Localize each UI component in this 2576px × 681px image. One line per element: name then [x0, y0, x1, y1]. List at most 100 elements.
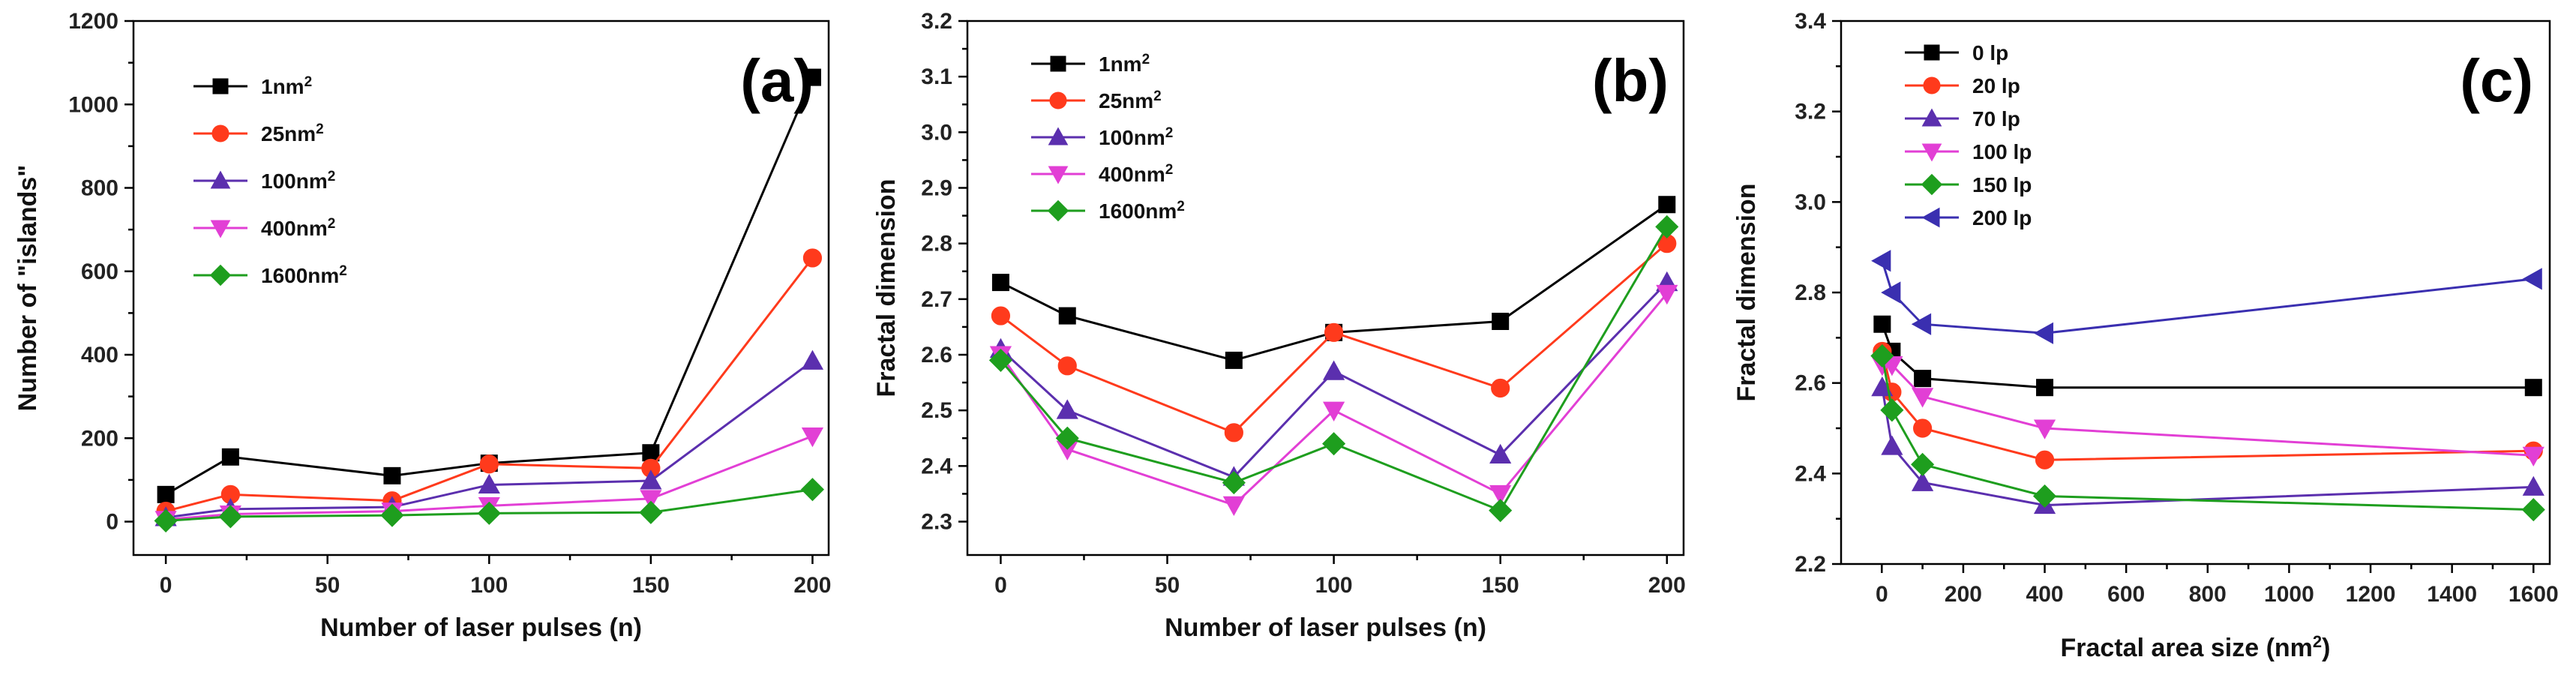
panel-b-legend-marker-0: [1050, 56, 1066, 72]
panel-c-series-4-marker-4: [2521, 498, 2545, 522]
panel-a-y-tick-label: 200: [81, 426, 118, 451]
panel-a-series-0-marker-0: [157, 485, 175, 503]
panel-b-x-tick-label: 200: [1648, 573, 1686, 598]
panel-b-y-tick-label: 2.7: [921, 287, 952, 312]
panel-c-series-1-marker-2: [1913, 418, 1933, 438]
panel-a-series-3-line: [165, 435, 813, 521]
panel-c-x-tick-label: 1200: [2346, 582, 2396, 607]
panel-c-series-3-line: [1882, 364, 2534, 457]
panel-c-series-4-marker-2: [1911, 452, 1935, 476]
panel-b-y-tick-label: 2.8: [921, 232, 952, 256]
panel-b-legend-marker-3: [1048, 166, 1069, 184]
panel-b-series-4: [988, 214, 1679, 523]
panel-c-legend-marker-4: [1921, 173, 1943, 196]
panel-c-series-3-marker-3: [2033, 419, 2056, 440]
panel-a-legend-label-sup-4: 2: [339, 263, 347, 279]
panel-c-series-4: [1870, 344, 2545, 522]
panel-a-legend-label-1: 25nm2: [261, 122, 324, 146]
panel-c-series-5-line: [1881, 260, 2534, 334]
panel-c-series-0-marker-0: [1873, 315, 1891, 333]
panel-c-x-tick-label: 400: [2026, 582, 2064, 607]
panel-c-series-4-marker-0: [1870, 344, 1894, 368]
panel-a-series-4-marker-4: [639, 500, 663, 524]
panel-c-series-2-marker-2: [1912, 471, 1934, 491]
panel-a-legend-label-4: 1600nm2: [261, 263, 347, 288]
panel-c-legend-marker-1: [1923, 76, 1941, 94]
panel-b-series-0: [991, 196, 1676, 369]
panel-a-label: (a): [740, 47, 814, 114]
panel-a-legend-marker-2: [210, 170, 231, 189]
panel-c-y-axis-label: Fractal dimension: [1732, 184, 1761, 402]
panel-a-x-axis-label: Number of laser pulses (n): [320, 614, 642, 642]
panel-c-series-5: [1871, 250, 2542, 344]
panel-c-legend-marker-3: [1921, 143, 1942, 162]
panel-b-y-tick-label: 3.0: [921, 120, 952, 145]
panel-a-series-0-marker-4: [642, 444, 660, 462]
panel-b-legend-label-sup-3: 2: [1165, 162, 1174, 178]
panel-c-legend-marker-2: [1921, 108, 1942, 127]
panel-c-series-4-line: [1881, 356, 2534, 512]
panel-c-plot-frame: [1840, 20, 2551, 566]
panel-b-legend-label-0: 1nm2: [1099, 52, 1150, 76]
panel-a-x-tick-label: 100: [470, 573, 508, 598]
panel-a-legend-marker-3: [210, 220, 231, 238]
panel-c-legend-label-0: 0 lp: [1972, 41, 2008, 64]
panel-b-series-0-marker-1: [1058, 307, 1076, 325]
panel-a-series-1-marker-3: [479, 454, 499, 474]
panel-a-legend-label-0: 1nm2: [261, 74, 312, 99]
panel-c-x-tick-label: 0: [1876, 582, 1888, 607]
panel-b-y-tick-label: 2.9: [921, 176, 952, 201]
panel-a-series-0-line: [165, 76, 814, 496]
panel-b-series-2-line: [1000, 281, 1668, 478]
panel-b-y-axis-label: Fractal dimension: [872, 179, 901, 398]
panel-b-legend-label-sup-0: 2: [1142, 52, 1150, 68]
panel-c-x-tick-label: 800: [2189, 582, 2227, 607]
panel-b-series-3-marker-5: [1656, 284, 1678, 305]
panel-a-series-3-marker-4: [640, 490, 662, 510]
panel-c-label: (c): [2460, 47, 2533, 114]
panel-b: 0 50 100 150 200 2.3 2.4 2.5 2.6 2.7 2.8 2.9 3.0 3.1 3…: [872, 9, 1686, 642]
panel-c-x-axis-label-sup: 2: [2313, 632, 2322, 651]
panel-c-legend-marker-0: [1924, 44, 1940, 61]
panel-b-series-4-marker-2: [1222, 471, 1246, 495]
panel-b-series-1-line: [1000, 242, 1668, 434]
panel-b-legend-label-4: 1600nm2: [1099, 199, 1185, 224]
panel-c-legend-marker-5: [1921, 207, 1940, 228]
panel-c-series-4-marker-3: [2032, 484, 2057, 508]
panel-a-series-4-marker-5: [800, 478, 824, 502]
panel-b-series-0-marker-2: [1225, 351, 1243, 369]
panel-c-y-tick-label: 3.4: [1795, 9, 1826, 34]
panel-b-series-4-marker-0: [988, 348, 1012, 372]
panel-a-series-0-marker-1: [221, 448, 239, 466]
panel-b-series-1-marker-2: [1224, 423, 1243, 442]
panel-a-x-tick-label: 50: [315, 573, 340, 598]
panel-b-y-tick-label: 2.3: [921, 510, 952, 535]
panel-c-x-axis-label-close: ): [2322, 634, 2330, 662]
panel-b-series-2-marker-4: [1489, 443, 1512, 464]
panel-c: 0 200 400 600 800 1000 1200 1400 1600 2.2 2.4 2.6 2.…: [1732, 9, 2559, 662]
panel-a-series-0-marker-2: [383, 466, 401, 484]
panel-a-series-4: [154, 478, 824, 532]
panel-a-y-tick-label: 600: [81, 260, 118, 284]
panel-b-series-2-marker-3: [1323, 360, 1345, 380]
panel-a-y-tick-label: 800: [81, 176, 118, 201]
panel-b-legend-label-3: 400nm2: [1099, 162, 1173, 187]
panel-b-y-tick-label: 3.1: [921, 64, 952, 89]
panel-b-legend-label-sup-1: 2: [1153, 88, 1162, 104]
panel-a: 0 50 100 150 200 0 200 400 600 800 1000 1200 Number …: [13, 9, 831, 642]
panel-c-legend-label-2: 70 lp: [1972, 107, 2020, 130]
panel-a-series-0: [157, 68, 821, 503]
panel-b-series-4-marker-4: [1489, 499, 1513, 523]
panel-c-series-5-marker-4: [2522, 268, 2542, 290]
panel-c-series-0-marker-2: [1914, 370, 1932, 388]
panel-c-y-tick-label: 3.0: [1795, 190, 1826, 214]
panel-b-series-0-marker-0: [991, 274, 1009, 292]
panel-b-series-4-marker-3: [1322, 432, 1346, 456]
panel-b-legend-label-1: 25nm2: [1099, 88, 1162, 113]
panel-a-legend-label-2: 100nm2: [261, 169, 335, 194]
panel-b-series-1-marker-0: [991, 306, 1011, 326]
panel-a-legend-marker-0: [212, 78, 229, 94]
panel-c-y-tick-label: 2.6: [1795, 371, 1826, 396]
panel-a-plot-frame: [132, 20, 830, 556]
